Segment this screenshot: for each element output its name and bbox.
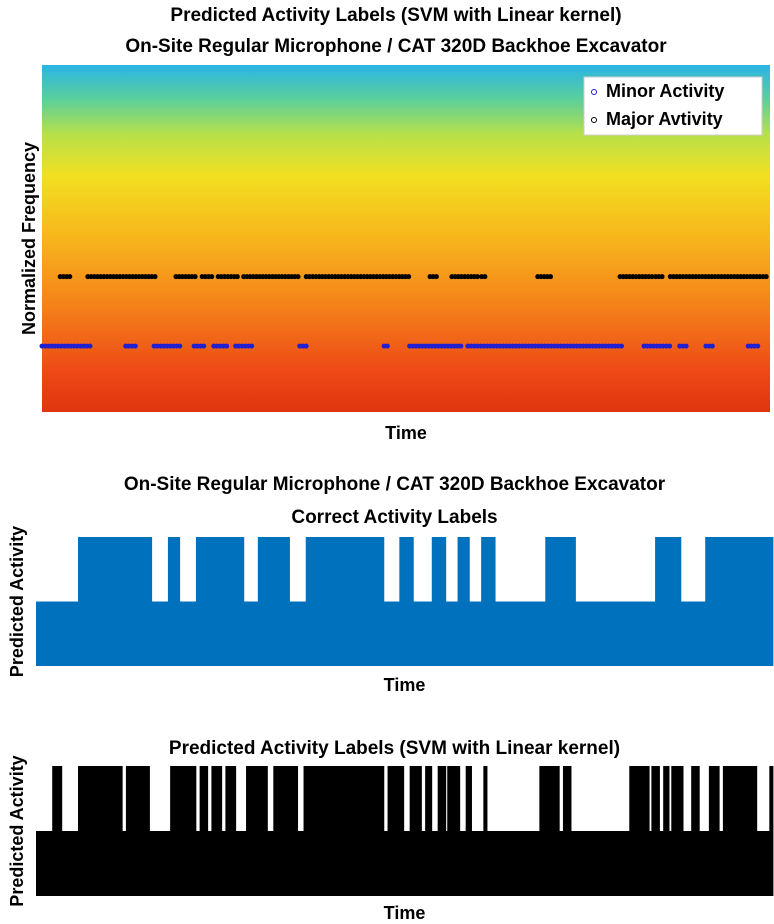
legend-marker <box>591 89 597 95</box>
legend-box <box>583 76 763 136</box>
activity-bar <box>705 537 774 666</box>
legend-label: Major Avtivity <box>606 109 723 129</box>
activity-bar <box>151 601 169 666</box>
activity-bar <box>273 766 299 896</box>
legend-label: Minor Activity <box>606 81 724 101</box>
activity-bar <box>211 766 223 896</box>
activity-bar <box>431 537 447 666</box>
chart-subtitle: Correct Activity Labels <box>291 507 497 528</box>
activity-bar <box>297 831 304 896</box>
activity-bar <box>125 766 150 896</box>
activity-bar <box>649 831 652 896</box>
activity-bar <box>257 537 290 666</box>
activity-bar <box>655 537 682 666</box>
activity-bar <box>487 831 540 896</box>
activity-bar <box>669 831 672 896</box>
activity-bar <box>483 766 488 896</box>
activity-bar <box>699 831 710 896</box>
activity-bar <box>221 831 226 896</box>
activity-bar <box>447 766 461 896</box>
activity-bar <box>170 766 197 896</box>
x-axis-label: Time <box>384 903 426 923</box>
activity-bar <box>383 601 400 666</box>
activity-bar <box>437 766 447 896</box>
activity-bar <box>683 831 692 896</box>
activity-bar <box>179 601 197 666</box>
activity-bar <box>539 766 560 896</box>
activity-bar <box>691 766 700 896</box>
activity-bar <box>303 766 385 896</box>
activity-bar <box>167 537 181 666</box>
activity-bar <box>122 831 127 896</box>
activity-bar <box>387 766 405 896</box>
activity-bar <box>629 766 650 896</box>
activity-bar <box>469 601 482 666</box>
x-axis-label: Time <box>384 675 426 695</box>
activity-bar <box>61 831 79 896</box>
x-axis-label: Time <box>385 423 427 443</box>
activity-bar <box>457 537 470 666</box>
activity-bar <box>471 831 484 896</box>
activity-bar <box>305 537 385 666</box>
activity-bar <box>413 601 433 666</box>
activity-bar <box>545 537 576 666</box>
activity-bar <box>431 831 439 896</box>
activity-bar <box>243 601 259 666</box>
activity-bar <box>195 537 245 666</box>
activity-bar <box>425 766 433 896</box>
activity-bar <box>52 766 63 896</box>
activity-bar <box>421 831 426 896</box>
activity-bar <box>671 766 684 896</box>
activity-bar <box>769 766 774 896</box>
activity-bar <box>719 831 724 896</box>
chart-title: On-Site Regular Microphone / CAT 320D Ba… <box>124 474 666 495</box>
activity-bar <box>195 831 201 896</box>
activity-bar <box>235 831 247 896</box>
chart-title: Predicted Activity Labels (SVM with Line… <box>170 5 621 26</box>
activity-bar <box>659 831 664 896</box>
activity-bar <box>78 766 123 896</box>
activity-bar <box>445 831 448 896</box>
chart-title: Predicted Activity Labels (SVM with Line… <box>169 738 620 759</box>
activity-bar <box>399 537 414 666</box>
activity-bar <box>663 766 670 896</box>
y-axis-label: Normalized Frequency <box>19 142 39 335</box>
activity-bar <box>225 766 237 896</box>
activity-bar <box>756 831 770 896</box>
activity-bar <box>409 766 422 896</box>
activity-bar <box>465 766 472 896</box>
activity-bar <box>36 831 53 896</box>
activity-bar <box>680 601 706 666</box>
y-axis-label: Predicted Activity <box>7 526 27 677</box>
chart-subtitle: On-Site Regular Microphone / CAT 320D Ba… <box>125 36 667 57</box>
activity-bar <box>481 537 496 666</box>
activity-bar <box>651 766 660 896</box>
activity-bar <box>575 601 656 666</box>
activity-bar <box>559 831 564 896</box>
activity-bar <box>383 831 388 896</box>
y-axis-label: Predicted Activity <box>7 755 27 906</box>
activity-bar <box>267 831 274 896</box>
activity-bar <box>495 601 546 666</box>
activity-bar <box>36 601 79 666</box>
activity-bar <box>445 601 458 666</box>
activity-bar <box>149 831 171 896</box>
activity-bar <box>289 601 307 666</box>
activity-bar <box>246 766 268 896</box>
activity-bar <box>199 766 209 896</box>
activity-bar <box>78 537 153 666</box>
activity-bar <box>708 766 720 896</box>
activity-bar <box>722 766 758 896</box>
activity-bar <box>571 831 630 896</box>
activity-bar <box>207 831 212 896</box>
activity-bar <box>459 831 467 896</box>
activity-bar <box>403 831 411 896</box>
activity-bar <box>562 766 572 896</box>
legend-marker <box>591 117 597 123</box>
